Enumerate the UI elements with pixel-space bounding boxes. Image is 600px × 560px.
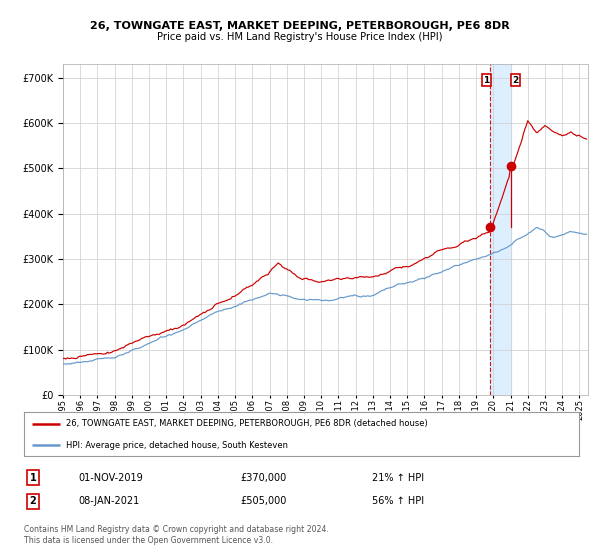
Text: £505,000: £505,000 [240,496,286,506]
Text: 26, TOWNGATE EAST, MARKET DEEPING, PETERBOROUGH, PE6 8DR (detached house): 26, TOWNGATE EAST, MARKET DEEPING, PETER… [65,419,427,428]
Text: 21% ↑ HPI: 21% ↑ HPI [372,473,424,483]
Text: Contains HM Land Registry data © Crown copyright and database right 2024.
This d: Contains HM Land Registry data © Crown c… [24,525,329,545]
Text: 2: 2 [29,496,37,506]
Text: 01-NOV-2019: 01-NOV-2019 [78,473,143,483]
Text: 08-JAN-2021: 08-JAN-2021 [78,496,139,506]
Text: 1: 1 [29,473,37,483]
Text: £370,000: £370,000 [240,473,286,483]
Text: 56% ↑ HPI: 56% ↑ HPI [372,496,424,506]
Text: 26, TOWNGATE EAST, MARKET DEEPING, PETERBOROUGH, PE6 8DR: 26, TOWNGATE EAST, MARKET DEEPING, PETER… [90,21,510,31]
Text: HPI: Average price, detached house, South Kesteven: HPI: Average price, detached house, Sout… [65,441,287,450]
Text: Price paid vs. HM Land Registry's House Price Index (HPI): Price paid vs. HM Land Registry's House … [157,32,443,43]
Text: 2: 2 [512,76,518,85]
Text: 1: 1 [483,76,489,85]
Bar [490,64,511,395]
